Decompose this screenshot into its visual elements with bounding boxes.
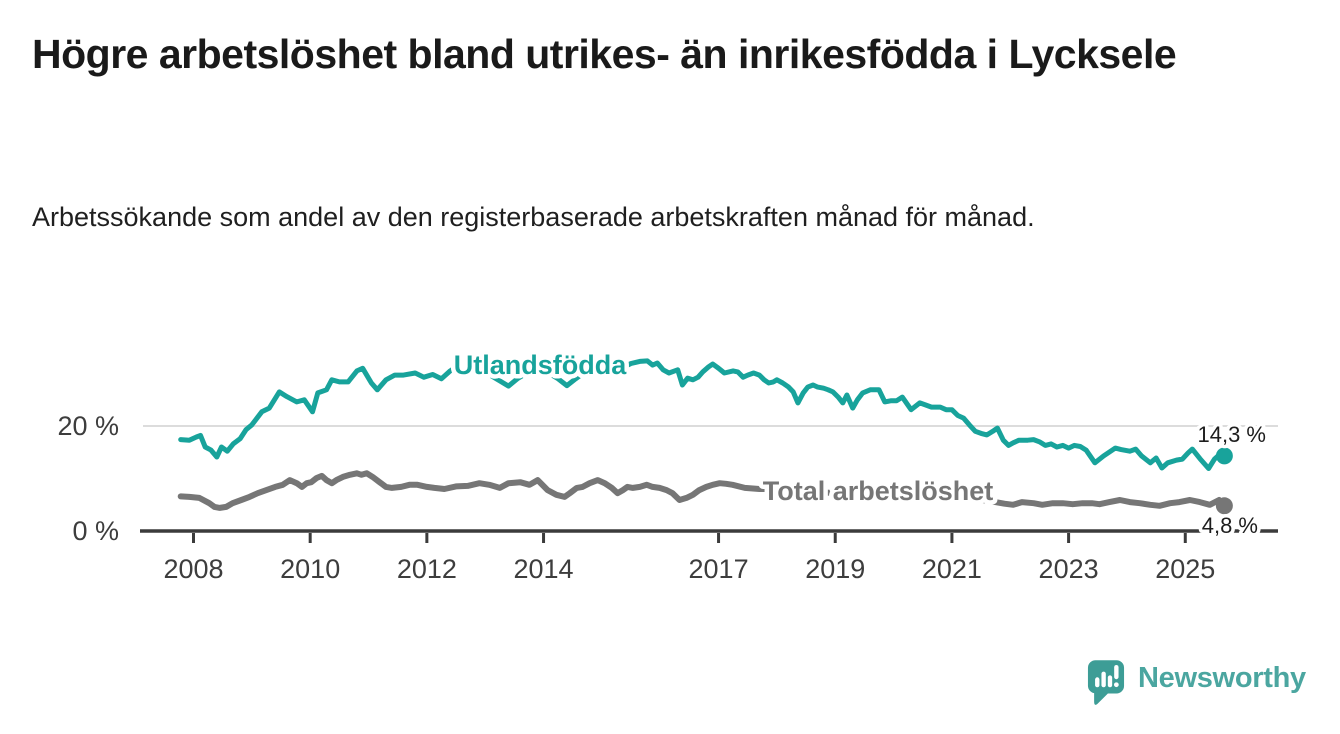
speech-bubble-shape bbox=[1087, 660, 1125, 705]
x-tick-label-2019: 2019 bbox=[805, 554, 865, 584]
x-tick-label-2010: 2010 bbox=[280, 554, 340, 584]
x-tick-label-2025: 2025 bbox=[1155, 554, 1215, 584]
newsworthy-branding: Newsworthy bbox=[1087, 659, 1306, 707]
series-end-dot-utlandsfodda bbox=[1215, 447, 1233, 465]
x-tick-label-2017: 2017 bbox=[689, 554, 749, 584]
x-tick-label-2014: 2014 bbox=[514, 554, 574, 584]
page-title: Högre arbetslöshet bland utrikes- än inr… bbox=[32, 31, 1177, 77]
newsworthy-wordmark: Newsworthy bbox=[1138, 662, 1306, 694]
series-line-total bbox=[177, 470, 1228, 511]
end-value-label-utlandsfodda: 14,3 % bbox=[1198, 422, 1267, 447]
bar-chart-bar-2 bbox=[1101, 671, 1106, 688]
x-tick-label-2012: 2012 bbox=[397, 554, 457, 584]
series-line-utlandsfodda bbox=[178, 358, 1227, 471]
x-tick-label-2021: 2021 bbox=[922, 554, 982, 584]
bar-chart-bar-1 bbox=[1095, 677, 1100, 688]
exclamation-bar bbox=[1114, 664, 1119, 680]
chart-subtitle: Arbetssökande som andel av den registerb… bbox=[32, 202, 1035, 232]
newsworthy-logo-icon bbox=[1087, 660, 1125, 705]
end-value-label-total: 4,8 % bbox=[1202, 513, 1258, 538]
series-label-utlandsfodda: Utlandsfödda bbox=[454, 350, 627, 380]
y-tick-label-0: 0 % bbox=[72, 516, 119, 546]
series-end-dot-total bbox=[1215, 497, 1233, 515]
exclamation-dot bbox=[1113, 682, 1119, 688]
series-label-total: Total arbetslöshet bbox=[763, 476, 994, 506]
y-tick-label-20: 20 % bbox=[57, 411, 119, 441]
x-tick-label-2023: 2023 bbox=[1039, 554, 1099, 584]
x-tick-label-2008: 2008 bbox=[163, 554, 223, 584]
bar-chart-bar-3 bbox=[1107, 675, 1113, 688]
